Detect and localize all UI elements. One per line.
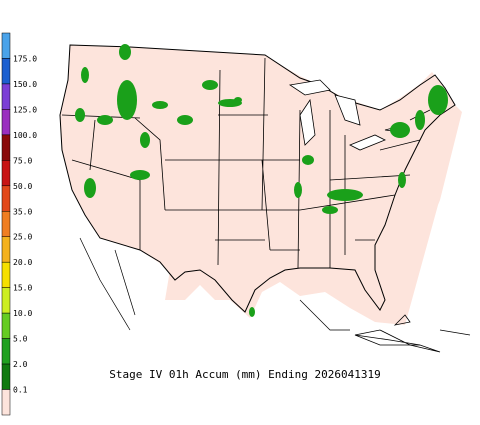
colorbar-label: 25.0 (13, 233, 32, 242)
colorbar-label: 75.0 (13, 156, 32, 165)
colorbar-swatch (1, 32, 11, 59)
colorbar-swatch (1, 312, 11, 339)
colorbar-label: 2.0 (13, 360, 28, 369)
colorbar-swatch (1, 363, 11, 390)
colorbar-label: 100.0 (13, 131, 37, 140)
colorbar-swatch (1, 185, 11, 212)
great-lakes (288, 79, 406, 151)
colorbar-swatch (1, 287, 11, 314)
colorbar-swatch (1, 109, 11, 136)
map (59, 44, 471, 353)
colorbar-swatch (1, 261, 11, 288)
colorbar-label: 175.0 (13, 54, 37, 63)
colorbar-swatch (1, 211, 11, 237)
map-title: Stage IV 01h Accum (mm) Ending 202604131… (109, 368, 381, 381)
colorbar-label: 50.0 (13, 182, 32, 191)
caribbean-outline (354, 314, 471, 353)
colorbar-label: 150.0 (13, 80, 37, 89)
colorbar-label: 0.1 (13, 386, 28, 395)
colorbar-label: 15.0 (13, 284, 32, 293)
colorbar-label: 35.0 (13, 207, 32, 216)
precip-areas (75, 44, 448, 317)
colorbar-label: 5.0 (13, 335, 28, 344)
colorbar-label: 10.0 (13, 309, 32, 318)
colorbar-swatch (1, 160, 11, 187)
colorbar-swatch (1, 338, 11, 365)
colorbar-label: 20.0 (13, 258, 32, 267)
colorbar-swatch (1, 134, 11, 161)
colorbar: 175.0 150.0 125.0 100.0 75.0 50.0 35.0 25.0 20.0… (1, 32, 37, 416)
colorbar-swatch (1, 389, 11, 416)
colorbar-swatch (1, 58, 11, 85)
colorbar-label: 125.0 (13, 105, 37, 114)
colorbar-swatch (1, 236, 11, 263)
colorbar-swatch (1, 83, 11, 110)
